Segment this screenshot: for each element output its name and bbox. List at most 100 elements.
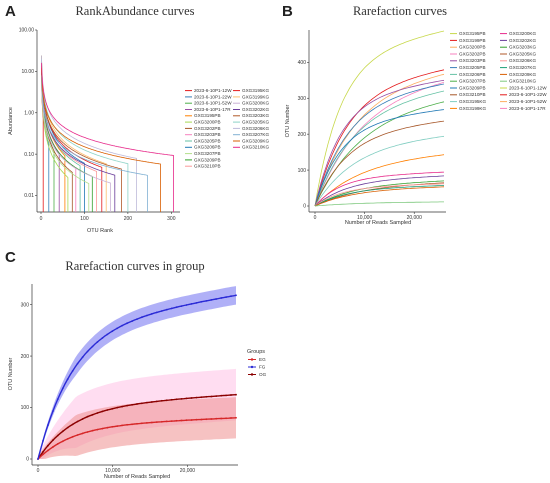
panel-c-series-point [76, 420, 79, 423]
panel-a-series-line [41, 58, 103, 212]
panel-b: B Rarefaction curves Number of Reads Sam… [282, 3, 547, 226]
panel-b-legend-label: GXG3200PB [459, 45, 486, 50]
panel-c-series-point [111, 425, 114, 428]
panel-c-series-point [136, 318, 138, 320]
panel-c-series-point [160, 420, 163, 423]
panel-c-series-point [121, 405, 123, 408]
panel-c-series-point [150, 401, 153, 403]
panel-a-series-line [41, 75, 111, 212]
panel-c-series-point [210, 395, 213, 398]
panel-c-legend-title: Groups [247, 349, 265, 355]
panel-c-series-point [52, 439, 54, 442]
panel-c-series-point [210, 299, 213, 301]
panel-c-series-point [136, 422, 138, 425]
panel-b-legend-label: GXG3209KG [509, 72, 536, 77]
panel-c-series-point [86, 350, 89, 353]
panel-c-x-tick-label: 0 [37, 468, 40, 474]
panel-b-series [314, 30, 445, 207]
panel-b-series-line [314, 81, 445, 207]
panel-c-y-tick-label: 100 [21, 405, 30, 411]
panel-c-series-point [121, 324, 123, 327]
panel-b-series-line [314, 120, 445, 207]
panel-b-legend-label: GXG3210KG [509, 79, 536, 84]
panel-a-series-line [41, 62, 122, 212]
panel-c-series-point [131, 403, 134, 406]
panel-c-bands [38, 286, 236, 459]
panel-a-series-line [41, 55, 107, 212]
panel-c-series-point [66, 438, 69, 440]
panel-c-series-point [230, 394, 232, 396]
panel-c-series-point [220, 394, 223, 397]
panel-b-ticks: 0 10,000 20,000 0 100 200 300 400 [298, 60, 422, 221]
panel-b-letter: B [282, 3, 293, 20]
panel-c-series-point [47, 424, 49, 426]
panel-c-series-point [66, 378, 69, 380]
panel-b-y-tick-label: 200 [298, 132, 307, 138]
panel-c-series-point [160, 310, 163, 312]
panel-a-legend-label: GXG3210PB [194, 164, 221, 169]
panel-c-series-point [185, 419, 188, 422]
panel-c-legend-label: OG [259, 372, 267, 377]
panel-a-legend-label: GXG3200PB [194, 120, 221, 125]
panel-c-series-point [47, 444, 49, 447]
panel-c-x-tick-label: 20,000 [180, 468, 196, 474]
panel-b-legend-label: 2023-6-10P1-52W [509, 99, 547, 104]
panel-a-series-line [41, 68, 161, 212]
panel-c-series-point [42, 453, 44, 456]
panel-b-series-line [314, 201, 444, 207]
panel-b-legend-label: GXG3195PB [459, 31, 486, 36]
panel-c-series-point [215, 395, 218, 397]
panel-b-series-line [314, 183, 444, 207]
panel-c-series-point [150, 313, 153, 315]
panel-a-legend-label: 2023-6-10P1-12W [194, 88, 232, 93]
panel-a-title: RankAbundance curves [75, 4, 194, 18]
panel-c-series-point [165, 420, 168, 423]
panel-a-series-line [41, 75, 69, 212]
panel-c-series-point [96, 341, 99, 343]
panel-a-ticks: 0 100 200 300 100.00 10.00 1.00 0.10 0.01 [19, 28, 176, 222]
panel-b-legend-label: 2023-6-10P1-22W [509, 92, 547, 97]
panel-c-series-point [146, 314, 148, 317]
panel-c-series-point [111, 330, 114, 333]
panel-c-series-point [230, 417, 232, 419]
panel-c-series-point [47, 449, 49, 452]
panel-c-series-point [155, 311, 158, 314]
panel-c-series-point [136, 403, 138, 405]
panel-b-legend-label: GXG3206PB [459, 72, 486, 77]
panel-c-series-point [195, 302, 198, 304]
panel-a-x-tick-label: 200 [124, 216, 133, 222]
panel-c-series-point [146, 401, 148, 404]
panel-c-series-point [131, 320, 134, 322]
panel-c-series-point [106, 409, 109, 411]
panel-c-series-point [81, 418, 84, 420]
panel-b-legend-label: GXG3206KG [509, 58, 536, 63]
panel-a-legend-label: 2023-6-10P1-52W [194, 101, 232, 106]
panel-c-series-point [185, 397, 188, 400]
panel-c-series-point [170, 398, 173, 401]
panel-c-series-point [235, 294, 237, 297]
panel-c-series-point [106, 333, 109, 336]
panel-a-legend-label: GXG3202KG [242, 107, 269, 112]
panel-c-series-point [200, 300, 203, 303]
panel-c-series-point [81, 432, 84, 435]
panel-c-series-point [185, 304, 188, 306]
panel-c-series-point [190, 397, 193, 399]
panel-b-title: Rarefaction curves [353, 4, 447, 18]
panel-c-series-point [155, 400, 158, 403]
panel-c-x-tick-label: 10,000 [105, 468, 121, 474]
panel-c-series-point [155, 421, 158, 423]
panel-b-series-line [314, 185, 445, 207]
panel-a-y-tick-label: 0.10 [24, 152, 34, 158]
panel-b-y-tick-label: 400 [298, 60, 307, 66]
panel-b-series-line [314, 73, 445, 207]
panel-c-series-point [56, 443, 59, 445]
panel-b-legend-label: GXG3210PB [459, 92, 486, 97]
panel-c-series-point [180, 398, 183, 400]
panel-c-series-point [190, 303, 193, 305]
panel-b-series-line [314, 186, 445, 207]
panel-a-legend-label: GXG3205PB [194, 138, 221, 143]
panel-a-series-line [41, 75, 90, 212]
panel-c-series-point [71, 370, 74, 372]
panel-b-legend-label: GXG3209PB [459, 85, 486, 90]
